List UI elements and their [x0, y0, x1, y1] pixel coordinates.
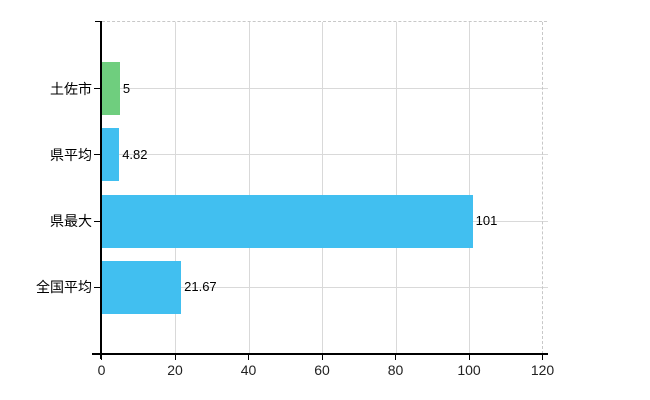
gridline-y [101, 154, 548, 156]
category-label: 県平均 [50, 146, 92, 163]
x-tick [395, 355, 396, 360]
x-tick-label: 100 [457, 362, 481, 378]
y-tick [94, 220, 101, 222]
x-tick-label: 120 [530, 362, 555, 378]
bar-value-label: 101 [475, 213, 498, 229]
bar[interactable] [102, 62, 120, 115]
x-tick-label: 0 [97, 362, 106, 378]
x-tick-label: 80 [387, 362, 404, 378]
x-tick [101, 355, 102, 360]
x-tick-label: 60 [314, 362, 330, 378]
gridline-x [469, 22, 470, 353]
y-tick [94, 286, 101, 288]
x-tick [321, 355, 323, 360]
bar[interactable] [102, 128, 120, 182]
gridline-x [248, 22, 250, 353]
gridline-x [395, 22, 397, 353]
y-tick [94, 88, 101, 89]
y-axis [100, 21, 102, 359]
x-tick [248, 355, 249, 360]
bar[interactable] [102, 194, 473, 248]
bar-value-label: 5 [122, 80, 131, 96]
category-label: 全国平均 [36, 279, 92, 296]
bar-value-label: 4.82 [122, 146, 148, 162]
gridline-x [322, 22, 323, 353]
x-tick-label: 40 [240, 362, 257, 378]
x-tick [542, 355, 543, 360]
gridline-y [101, 286, 548, 288]
x-tick [174, 355, 176, 360]
bar-value-label: 21.67 [184, 279, 217, 295]
category-label: 県最大 [50, 213, 92, 230]
gridline-y [101, 88, 548, 89]
plot-border-top [101, 21, 547, 22]
plot-border-right [542, 21, 543, 354]
x-tick [468, 355, 470, 360]
bar[interactable] [102, 260, 182, 314]
x-tick-label: 20 [167, 362, 183, 378]
y-axis-top-tick [95, 21, 101, 22]
gridline-x [175, 22, 176, 353]
y-tick [94, 154, 101, 156]
x-axis [92, 353, 548, 355]
category-label: 土佐市 [50, 80, 92, 97]
